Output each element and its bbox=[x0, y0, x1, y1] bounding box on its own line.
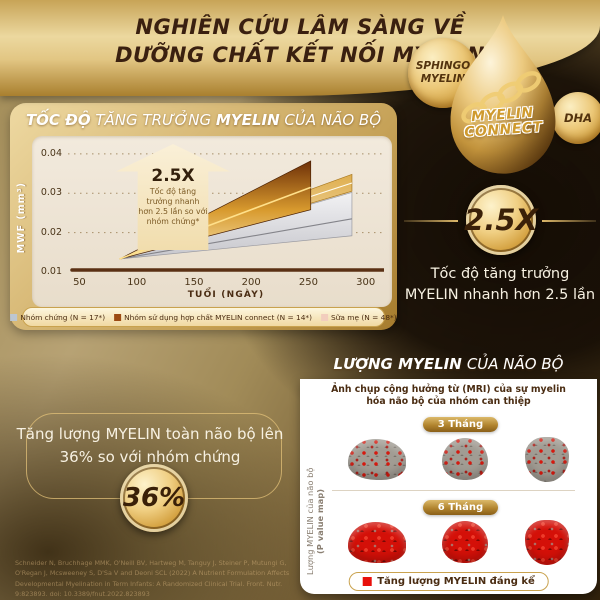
mri-row-6-months bbox=[330, 518, 587, 566]
x-axis-ticks: 50 100 150 200 250 300 bbox=[68, 277, 384, 289]
brain-mri-axial-3m bbox=[524, 436, 569, 482]
growth-chart-panel: TỐC ĐỘ TĂNG TRƯỞNG MYELIN CỦA NÃO BỘ MWF… bbox=[10, 103, 397, 330]
x-tick: 200 bbox=[241, 277, 261, 288]
chart-legend: Nhóm chứng (N = 17*) Nhóm sử dụng hợp ch… bbox=[10, 307, 397, 327]
dha-bubble-label: DHA bbox=[563, 111, 593, 125]
annotation-text: Tốc độ tăng trưởng nhanh hơn 2.5 lần so … bbox=[138, 187, 208, 227]
amount-caption: Tăng lượng MYELIN toàn não bộ lên 36% so… bbox=[16, 425, 284, 466]
fan-chart-svg bbox=[68, 153, 384, 272]
growth-chart-plot: 0.01 0.02 0.03 0.04 50 100 150 200 250 300 TUỔI … bbox=[32, 136, 392, 307]
legend-swatch bbox=[114, 313, 122, 321]
legend-swatch bbox=[10, 313, 18, 321]
y-tick: 0.04 bbox=[40, 147, 62, 159]
brain-mri-coronal-6m bbox=[442, 521, 489, 564]
speed-badge: 2.5X bbox=[464, 185, 538, 255]
growth-chart-title: TỐC ĐỘ TĂNG TRƯỞNG MYELIN CỦA NÃO BỘ bbox=[25, 111, 382, 129]
y-axis-ticks: 0.01 0.02 0.03 0.04 bbox=[32, 144, 65, 277]
mri-subtitle: Ảnh chụp cộng hưởng từ (MRI) của sự myel… bbox=[331, 384, 566, 408]
y-axis-label: MWF (mm³) bbox=[15, 182, 27, 254]
mri-legend-swatch bbox=[362, 577, 372, 586]
dha-bubble: DHA bbox=[552, 92, 600, 144]
y-tick: 0.01 bbox=[40, 266, 62, 277]
mri-legend: Tăng lượng MYELIN đáng kể bbox=[348, 572, 549, 591]
x-tick: 300 bbox=[356, 277, 376, 288]
y-tick: 0.03 bbox=[40, 187, 62, 199]
gold-droplet-icon bbox=[450, 14, 556, 174]
citation-footnote: Schneider N, Bruchhage MMK, O'Neill BV, … bbox=[15, 559, 290, 598]
mri-row-3-months bbox=[330, 435, 587, 483]
brain-mri-axial-6m bbox=[524, 519, 569, 565]
legend-item-breastmilk: Sữa mẹ (N = 48*) bbox=[320, 313, 397, 322]
badge-3-months: 3 Tháng bbox=[422, 417, 499, 433]
page-title-line1: NGHIÊN CỨU LÂM SÀNG VỀ bbox=[135, 15, 465, 39]
mri-card: Ảnh chụp cộng hưởng từ (MRI) của sự myel… bbox=[300, 379, 597, 594]
speed-fact: 2.5X Tốc độ tăng trưởng MYELIN nhanh hơn… bbox=[404, 180, 596, 305]
speed-badge-value: 2.5X bbox=[464, 203, 538, 237]
amount-badge: 36% bbox=[120, 464, 188, 532]
x-tick: 250 bbox=[298, 277, 318, 288]
droplet-artwork: SPHINGO MYELIN DHA MYELIN CONNECT bbox=[402, 10, 600, 185]
chain-icon bbox=[461, 71, 542, 124]
x-tick: 150 bbox=[184, 277, 204, 288]
badge-6-months: 6 Tháng bbox=[422, 500, 499, 516]
y-tick: 0.02 bbox=[40, 226, 62, 238]
divider bbox=[332, 490, 575, 492]
brain-mri-sagittal-3m bbox=[348, 438, 407, 480]
x-axis-label: TUỔI (NGÀY) bbox=[187, 290, 265, 300]
legend-item-connect: Nhóm sử dụng hợp chất MYELIN connect (N … bbox=[114, 313, 312, 322]
x-tick: 100 bbox=[127, 277, 147, 288]
mri-panel: LƯỢNG MYELIN CỦA NÃO BỘ Ảnh chụp cộng hưở… bbox=[300, 348, 597, 596]
speed-caption: Tốc độ tăng trưởng MYELIN nhanh hơn 2.5 … bbox=[404, 266, 596, 304]
decor-line-left bbox=[404, 220, 458, 222]
sphingomyelin-bubble-label: SPHINGO MYELIN bbox=[415, 59, 471, 85]
amount-fact: Tăng lượng MYELIN toàn não bộ lên 36% so… bbox=[0, 405, 300, 555]
legend-item-control: Nhóm chứng (N = 17*) bbox=[10, 313, 105, 322]
legend-swatch bbox=[320, 313, 328, 321]
mri-side-axis-label: Lượng MYELIN của não bộ (P value map) bbox=[305, 467, 325, 575]
decor-line-right bbox=[542, 220, 596, 222]
x-tick: 50 bbox=[73, 277, 86, 288]
brain-mri-sagittal-6m bbox=[348, 521, 407, 563]
annotation-value: 2.5X bbox=[151, 166, 195, 186]
brain-mri-coronal-3m bbox=[442, 438, 489, 481]
amount-badge-value: 36% bbox=[122, 483, 186, 513]
mri-panel-title: LƯỢNG MYELIN CỦA NÃO BỘ bbox=[333, 354, 564, 373]
